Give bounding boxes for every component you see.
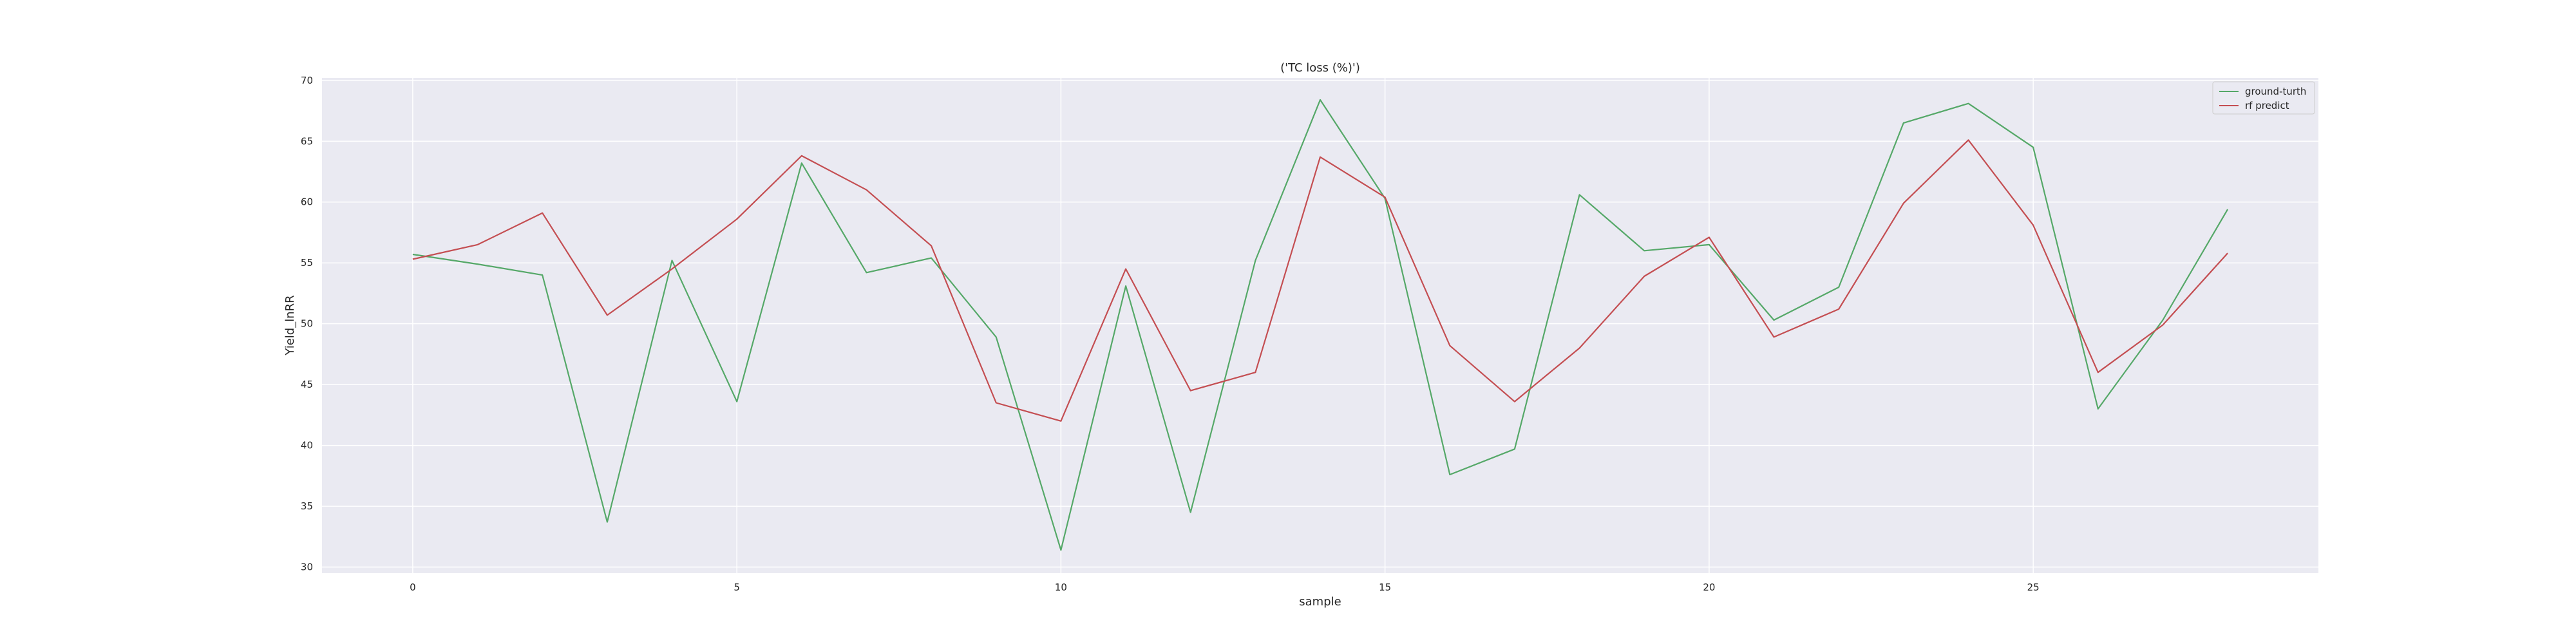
x-axis-label: sample bbox=[1299, 595, 1341, 609]
x-tick-label: 15 bbox=[1379, 582, 1391, 593]
tick-labels: 0 5 10 15 20 25 30 35 40 45 50 55 60 65 70 bbox=[301, 75, 2040, 593]
series-line-rf-predict bbox=[412, 139, 2228, 422]
plot-area bbox=[322, 78, 2318, 573]
x-tick-label: 20 bbox=[1703, 582, 1715, 593]
grid bbox=[322, 78, 2318, 573]
series-line-ground-turth bbox=[412, 99, 2229, 551]
y-tick-label: 30 bbox=[301, 562, 313, 573]
y-tick-label: 40 bbox=[301, 440, 313, 451]
y-axis-label: Yield_lnRR bbox=[283, 295, 297, 355]
x-tick-label: 25 bbox=[2027, 582, 2040, 593]
y-tick-label: 65 bbox=[301, 135, 313, 147]
y-tick-label: 70 bbox=[301, 75, 313, 86]
legend-label-rf-predict: rf predict bbox=[2245, 100, 2289, 111]
series-group bbox=[412, 99, 2229, 551]
y-tick-label: 35 bbox=[301, 500, 313, 512]
x-tick-label: 10 bbox=[1055, 582, 1067, 593]
chart-title: ('TC loss (%)') bbox=[1280, 61, 1360, 75]
legend-label-ground-turth: ground-turth bbox=[2245, 86, 2306, 97]
legend: ground-turth rf predict bbox=[2212, 81, 2315, 115]
y-tick-label: 45 bbox=[301, 379, 313, 390]
x-tick-label: 5 bbox=[734, 582, 740, 593]
y-tick-label: 55 bbox=[301, 257, 313, 269]
y-tick-label: 60 bbox=[301, 196, 313, 208]
y-tick-label: 50 bbox=[301, 318, 313, 330]
x-tick-label: 0 bbox=[410, 582, 416, 593]
